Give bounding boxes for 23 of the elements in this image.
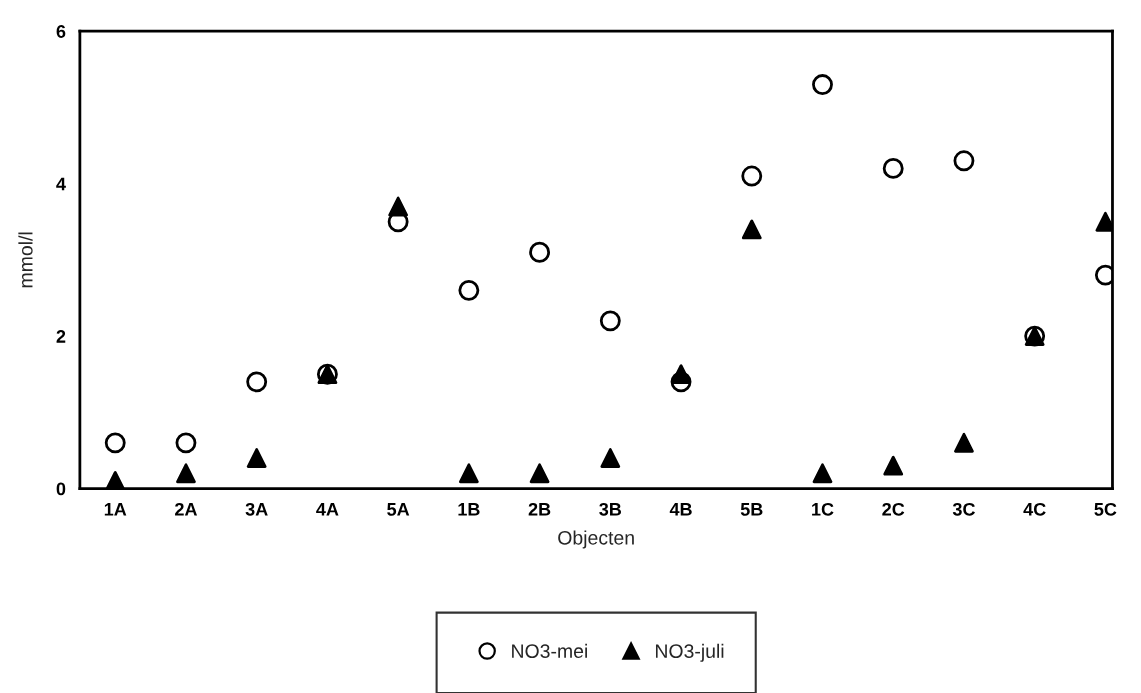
x-tick-label: 4A [316,503,339,516]
x-tick-label: 2A [175,502,198,516]
x-tick-label: 3B [599,502,622,516]
x-tick-label: 5B [740,503,763,516]
y-tick-label: 6 [56,25,66,38]
x-tick-label: 1A [104,503,127,516]
legend-label: NO3-juli [655,643,724,662]
legend-label: NO3-mei [512,643,587,659]
y-tick-label: 0 [56,482,66,496]
x-tick-label: 2C [882,502,905,516]
x-axis-title: Objecten [558,530,634,549]
x-tick-label: 1B [458,503,480,516]
x-tick-label: 2B [528,502,551,516]
x-tick-label: 5C [1094,502,1117,516]
x-tick-label: 3A [245,502,268,516]
y-tick-label: 4 [56,177,66,191]
x-tick-label: 3C [952,502,975,516]
y-tick-label: 2 [56,330,66,343]
x-tick-label: 5A [387,503,410,516]
x-tick-label: 4C [1023,502,1046,516]
x-tick-label: 4B [669,503,692,516]
x-tick-label: 1C [812,502,834,516]
y-axis-title: mmol/l [18,232,33,288]
